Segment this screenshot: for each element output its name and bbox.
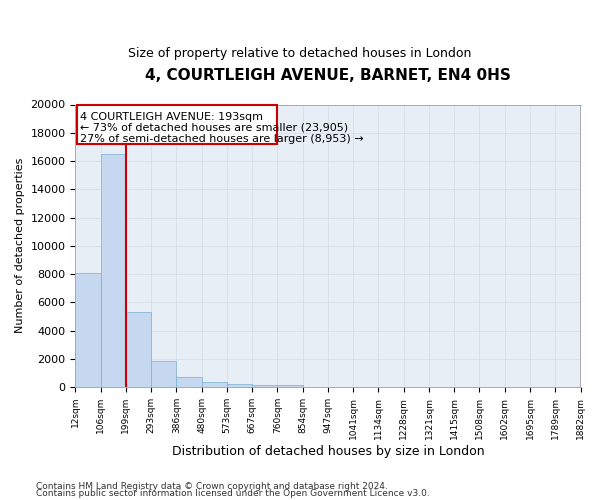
Bar: [126, 312, 151, 387]
Text: ← 73% of detached houses are smaller (23,905): ← 73% of detached houses are smaller (23…: [80, 123, 349, 133]
Bar: [202, 382, 227, 387]
Bar: [176, 377, 202, 387]
Text: 27% of semi-detached houses are larger (8,953) →: 27% of semi-detached houses are larger (…: [80, 134, 364, 144]
Bar: [76, 272, 101, 387]
Text: 4 COURTLEIGH AVENUE: 193sqm: 4 COURTLEIGH AVENUE: 193sqm: [80, 112, 263, 122]
X-axis label: Distribution of detached houses by size in London: Distribution of detached houses by size …: [172, 444, 484, 458]
Bar: [101, 154, 126, 387]
Text: Contains HM Land Registry data © Crown copyright and database right 2024.: Contains HM Land Registry data © Crown c…: [36, 482, 388, 491]
Title: 4, COURTLEIGH AVENUE, BARNET, EN4 0HS: 4, COURTLEIGH AVENUE, BARNET, EN4 0HS: [145, 68, 511, 82]
Bar: [252, 384, 277, 387]
Bar: [151, 361, 176, 387]
Bar: [77, 104, 277, 144]
Text: Size of property relative to detached houses in London: Size of property relative to detached ho…: [128, 48, 472, 60]
Bar: [227, 384, 252, 387]
Y-axis label: Number of detached properties: Number of detached properties: [15, 158, 25, 334]
Bar: [277, 384, 302, 387]
Text: Contains public sector information licensed under the Open Government Licence v3: Contains public sector information licen…: [36, 489, 430, 498]
